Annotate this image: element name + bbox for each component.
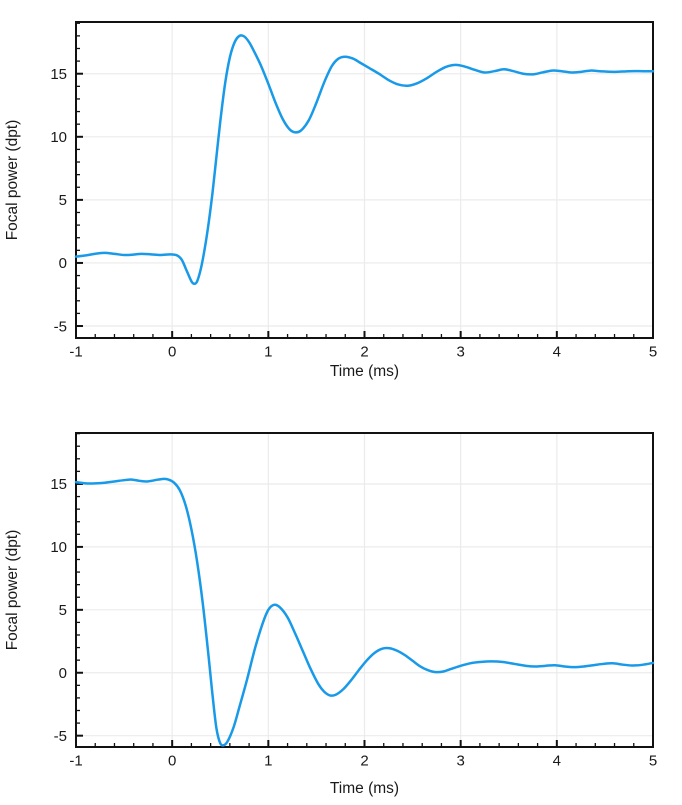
top-chart-panel: -1 0 1 2 3 4 5 -5 0 5 10 15 Time (ms) Focal power (dp…: [0, 0, 682, 401]
y-axis-label: Focal power (dpt): [4, 530, 21, 651]
x-axis-label: Time (ms): [330, 363, 399, 380]
x-tick-label: 3: [456, 343, 464, 360]
x-tick-label: 5: [649, 343, 657, 360]
y-tick-label: 10: [50, 539, 67, 556]
axes-box: [75, 21, 654, 339]
x-tick-label: 4: [553, 343, 561, 360]
x-tick-label: 2: [360, 752, 368, 769]
y-tick-label: 5: [59, 602, 67, 619]
x-tick-label: 0: [168, 752, 176, 769]
x-axis-label: Time (ms): [330, 780, 399, 797]
y-tick-label: 10: [50, 129, 67, 146]
y-tick-label: 0: [59, 665, 67, 682]
y-tick-label: 15: [50, 476, 67, 493]
x-tick-label: 4: [553, 752, 561, 769]
data-curve: [74, 34, 655, 286]
axes-box: [75, 432, 654, 748]
x-tick-label: -1: [69, 343, 82, 360]
y-axis-label: Focal power (dpt): [4, 120, 21, 241]
x-tick-label: 2: [360, 343, 368, 360]
x-tick-label: 1: [264, 343, 272, 360]
y-tick-label: 0: [59, 255, 67, 272]
y-tick-label: 15: [50, 66, 67, 83]
x-tick-label: -1: [69, 752, 82, 769]
bottom-chart-panel: -1 0 1 2 3 4 5 -5 0 5 10 15 Time (ms) Focal power (dp…: [0, 401, 682, 805]
y-tick-label: 5: [59, 192, 67, 209]
x-tick-label: 1: [264, 752, 272, 769]
data-curve: [74, 477, 655, 747]
top-chart: -1 0 1 2 3 4 5 -5 0 5 10 15 Time (ms) Focal power (dp…: [4, 21, 657, 380]
bottom-chart: -1 0 1 2 3 4 5 -5 0 5 10 15 Time (ms) Focal power (dp…: [4, 432, 657, 797]
x-tick-label: 0: [168, 343, 176, 360]
x-tick-label: 3: [456, 752, 464, 769]
y-tick-label: -5: [54, 318, 67, 335]
y-tick-label: -5: [54, 728, 67, 745]
x-tick-label: 5: [649, 752, 657, 769]
